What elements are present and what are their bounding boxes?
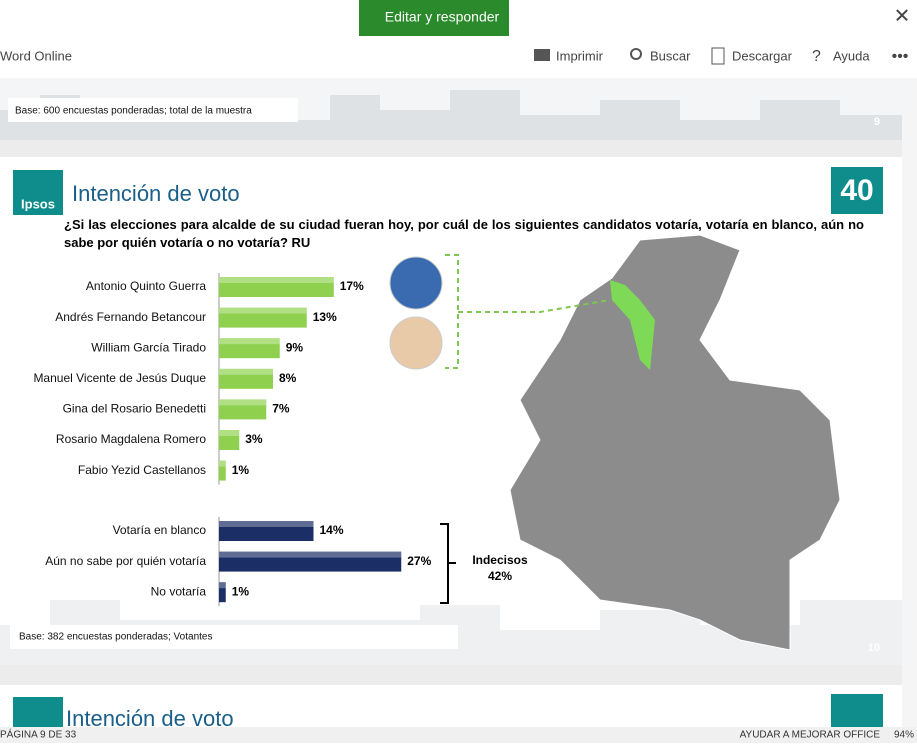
page-status: PÁGINA 9 DE 33: [0, 728, 77, 741]
question-box: ¿Si las elecciones para alcalde de su ci…: [64, 217, 864, 250]
edit-button[interactable]: [359, 0, 509, 36]
page-number: 9: [874, 116, 880, 128]
brand: Ipsos: [21, 196, 55, 211]
value-label: 13%: [313, 310, 337, 324]
question: ¿Si las elecciones para alcalde de su ci…: [64, 217, 864, 250]
brand-logo: [13, 697, 63, 727]
bar: [219, 551, 402, 572]
value-label: 1%: [232, 463, 250, 477]
logo-text: 40: [840, 174, 873, 207]
value-label: 14%: [320, 523, 344, 537]
value-label: 9%: [286, 340, 304, 354]
candidate-photo: [389, 316, 443, 370]
bar-highlight: [219, 582, 226, 589]
bar: [219, 307, 307, 328]
bar-highlight: [219, 399, 267, 406]
candidate-photo: [389, 256, 443, 310]
value-label: 17%: [340, 279, 364, 293]
bar-highlight: [219, 460, 226, 467]
action[interactable]: Ayuda: [833, 48, 870, 63]
bar: [219, 430, 240, 450]
bar-highlight: [219, 277, 334, 283]
bar-highlight: [219, 368, 273, 375]
value-label: 27%: [407, 554, 431, 568]
category-label: Gina del Rosario Benedetti: [63, 402, 206, 416]
slide-title: Intención de voto: [66, 706, 234, 731]
category-label: Votaría en blanco: [113, 523, 207, 537]
slide-title: Intención de voto: [72, 181, 240, 206]
page-number: 10: [868, 642, 880, 654]
print-icon: [534, 49, 550, 61]
base-note: Base: 600 encuestas ponderadas; total de…: [15, 106, 252, 117]
close-icon[interactable]: ✕: [894, 5, 911, 27]
more-icon[interactable]: •••: [892, 48, 909, 65]
zoom-status: 94%: [894, 730, 914, 741]
status-bar: [0, 727, 917, 743]
bar: [219, 277, 334, 297]
bar-highlight: [219, 338, 280, 345]
category-label: Fabio Yezid Castellanos: [78, 463, 206, 477]
map-highlight: [610, 280, 655, 370]
note-box: [10, 625, 458, 649]
bar-highlight: [219, 551, 402, 558]
bracket-value: 42%: [488, 569, 512, 583]
next-slide: [0, 685, 902, 727]
bar-highlight: [219, 430, 240, 436]
skyline: [0, 90, 902, 140]
bracket-label: Indecisos: [472, 553, 528, 567]
help-status[interactable]: AYUDAR A MEJORAR OFFICE: [740, 730, 881, 741]
note-box: [8, 98, 298, 122]
action[interactable]: Buscar: [650, 48, 691, 63]
category-label: Manuel Vicente de Jesús Duque: [33, 371, 206, 385]
base-note: Base: 382 encuestas ponderadas; Votantes: [19, 632, 212, 643]
bar: [219, 582, 226, 603]
bar: [219, 521, 314, 541]
anniversary-logo: [831, 694, 883, 727]
search-icon: [630, 48, 642, 60]
bar: [219, 338, 280, 359]
help-icon: ?: [812, 48, 821, 65]
category-label: No votaría: [151, 584, 207, 598]
connector: [445, 254, 611, 369]
edit-button-label: Editar y responder: [385, 9, 500, 25]
bar: [219, 460, 226, 481]
bar: [219, 399, 267, 420]
bracket: [440, 523, 456, 604]
value-label: 7%: [272, 402, 290, 416]
anniversary-logo: [831, 167, 883, 214]
scrollbar[interactable]: [902, 78, 917, 727]
bar-highlight: [219, 307, 307, 314]
download-icon: [711, 47, 725, 65]
value-label: 1%: [232, 584, 250, 598]
bar-highlight: [219, 521, 314, 527]
value-label: 8%: [279, 371, 297, 385]
category-label: William García Tirado: [91, 340, 206, 354]
category-label: Antonio Quinto Guerra: [86, 279, 206, 293]
category-label: Rosario Magdalena Romero: [56, 432, 206, 446]
map: [509, 234, 841, 651]
app-name: Word Online: [0, 48, 72, 63]
value-label: 3%: [245, 432, 263, 446]
brand-logo: [13, 170, 63, 215]
category-label: Andrés Fernando Betancour: [55, 310, 206, 324]
action[interactable]: Imprimir: [556, 48, 604, 63]
action[interactable]: Descargar: [732, 48, 793, 63]
category-label: Aún no sabe por quién votaría: [45, 554, 206, 568]
bar: [219, 368, 273, 389]
